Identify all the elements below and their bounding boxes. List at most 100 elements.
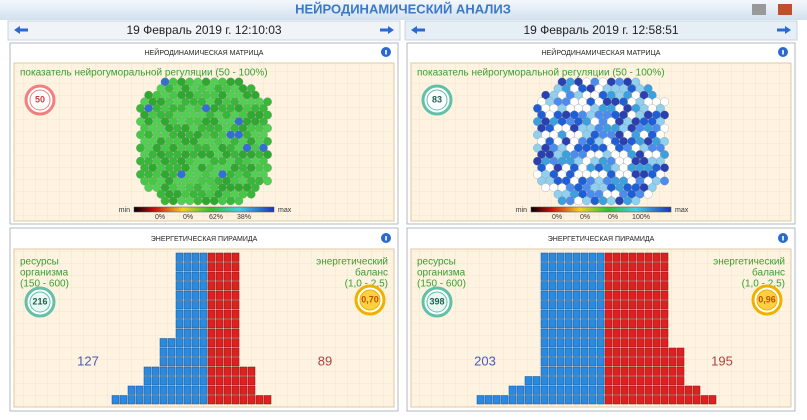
- pyramid-cell-blue: [540, 271, 549, 281]
- pyramid-cell-red: [668, 357, 677, 367]
- pyramid-cell-blue: [580, 262, 589, 272]
- left-total: 203: [474, 353, 496, 368]
- pyramid-cell-blue: [564, 281, 573, 291]
- pyramid-cell-red: [231, 366, 240, 376]
- pyramid-cell-red: [644, 338, 653, 348]
- pyramid-cell-blue: [476, 395, 485, 405]
- pyramid-cell-blue: [548, 252, 557, 262]
- pyramid-cell-blue: [548, 357, 557, 367]
- pyramid-cell-blue: [175, 309, 184, 319]
- pyramid-cell-blue: [135, 395, 144, 405]
- score-core: [359, 289, 381, 311]
- pyramid-cell-red: [620, 271, 629, 281]
- pyramid-cell-blue: [588, 271, 597, 281]
- pyramid-cell-blue: [556, 281, 565, 291]
- pyramid-cell-red: [628, 357, 637, 367]
- pyramid-cell-red: [668, 395, 677, 405]
- pyramid-cell-red: [644, 328, 653, 338]
- pyramid-cell-blue: [596, 376, 605, 386]
- pyramid-cell-blue: [564, 300, 573, 310]
- pyramid-title: ЭНЕРГЕТИЧЕСКАЯ ПИРАМИДА: [151, 236, 258, 243]
- pyramid-cell-blue: [564, 252, 573, 262]
- matrix-cell: [660, 97, 669, 107]
- pyramid-cell-blue: [191, 309, 200, 319]
- pyramid-cell-blue: [556, 395, 565, 405]
- pyramid-cell-red: [223, 319, 232, 329]
- resources-label: (150 - 600): [417, 279, 466, 290]
- pyramid-cell-red: [620, 366, 629, 376]
- date-bar: [7, 20, 401, 41]
- info-icon-glyph: [782, 236, 784, 241]
- pyramid-cell-blue: [588, 357, 597, 367]
- pyramid-cell-red: [652, 328, 661, 338]
- pyramid-cell-red: [223, 328, 232, 338]
- next-arrow[interactable]: [777, 26, 791, 34]
- pyramid-cell-red: [684, 395, 693, 405]
- pyramid-cell-blue: [540, 281, 549, 291]
- matrix-cell: [643, 189, 653, 199]
- score-value: 0,70: [361, 294, 379, 304]
- pyramid-cell-blue: [548, 262, 557, 272]
- matrix-cell: [259, 143, 268, 153]
- pyramid-cell-red: [628, 385, 637, 395]
- balance-label: энергетический: [316, 257, 388, 268]
- pyramid-cell-red: [636, 262, 645, 272]
- pyramid-cell-blue: [596, 395, 605, 405]
- pyramid-cell-red: [612, 357, 621, 367]
- pyramid-cell-red: [223, 395, 232, 405]
- pyramid-cell-blue: [556, 328, 565, 338]
- pyramid-cell-blue: [183, 347, 192, 357]
- pyramid-cell-blue: [548, 338, 557, 348]
- pyramid-cell-red: [708, 395, 717, 405]
- scale-label: 100%: [632, 214, 650, 221]
- pyramid-cell-blue: [167, 395, 176, 405]
- pyramid-cell-red: [628, 376, 637, 386]
- pyramid-cell-red: [628, 347, 637, 357]
- pyramid-cell-red: [231, 347, 240, 357]
- pyramid-cell-red: [620, 300, 629, 310]
- pyramid-title: ЭНЕРГЕТИЧЕСКАЯ ПИРАМИДА: [548, 236, 655, 243]
- matrix-cell: [201, 196, 211, 206]
- pyramid-cell-blue: [183, 271, 192, 281]
- pyramid-cell-red: [628, 252, 637, 262]
- pyramid-cell-blue: [175, 338, 184, 348]
- print-icon[interactable]: [752, 4, 766, 15]
- matrix-cell: [660, 150, 669, 159]
- pyramid-cell-red: [644, 385, 653, 395]
- pyramid-cell-blue: [540, 252, 549, 262]
- pyramid-cell-blue: [564, 262, 573, 272]
- matrix-cell: [234, 196, 244, 206]
- pyramid-cell-red: [612, 385, 621, 395]
- pyramid-cell-blue: [159, 366, 168, 376]
- prev-arrow[interactable]: [14, 26, 28, 34]
- pyramid-cell-red: [636, 252, 645, 262]
- pyramid-cell-blue: [151, 395, 160, 405]
- pyramid-cell-blue: [564, 347, 573, 357]
- pyramid-cell-red: [612, 252, 621, 262]
- next-arrow[interactable]: [380, 26, 394, 34]
- pyramid-cell-red: [652, 357, 661, 367]
- pyramid-cell-blue: [167, 385, 176, 395]
- info-icon-glyph: [782, 50, 784, 55]
- pyramid-cell-red: [620, 328, 629, 338]
- pyramid-cell-blue: [159, 385, 168, 395]
- pyramid-cell-red: [223, 271, 232, 281]
- pyramid-cell-blue: [596, 309, 605, 319]
- pyramid-cell-blue: [588, 319, 597, 329]
- pyramid-cell-red: [215, 252, 224, 262]
- matrix-cell: [168, 196, 178, 206]
- book-icon[interactable]: [778, 4, 792, 15]
- scale-label: 0%: [552, 214, 562, 221]
- matrix-title: НЕЙРОДИНАМИЧЕСКАЯ МАТРИЦА: [542, 48, 661, 57]
- pyramid-cell-blue: [183, 328, 192, 338]
- prev-arrow[interactable]: [411, 26, 425, 34]
- pyramid-cell-red: [644, 366, 653, 376]
- pyramid-cell-red: [652, 290, 661, 300]
- pyramid-cell-red: [660, 319, 669, 329]
- pyramid-cell-red: [207, 271, 216, 281]
- pyramid-cell-blue: [143, 385, 152, 395]
- matrix-subtitle: показатель нейрогуморальной регуляции (5…: [20, 68, 268, 79]
- pyramid-cell-blue: [596, 357, 605, 367]
- pyramid-cell-blue: [175, 347, 184, 357]
- pyramid-cell-blue: [175, 366, 184, 376]
